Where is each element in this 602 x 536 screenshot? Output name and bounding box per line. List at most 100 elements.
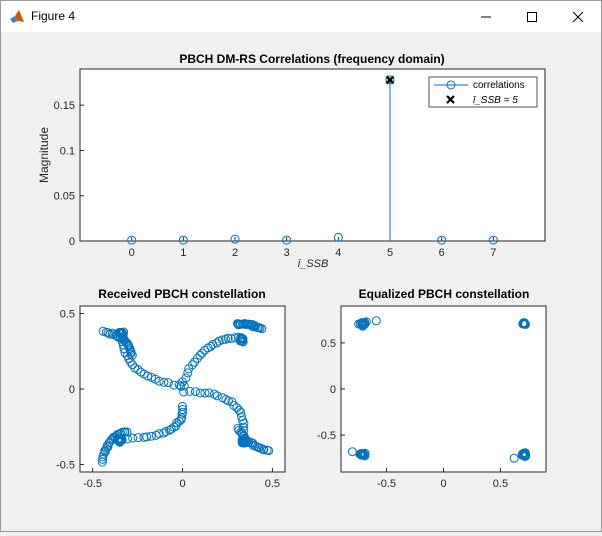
correlation-title: PBCH DM-RS Correlations (frequency domai… [179, 52, 444, 66]
constellation-point [237, 412, 247, 422]
correlation-xlabel: ī_SSB [298, 258, 329, 270]
correlation-legend: correlations ī_SSB = 5 [428, 76, 538, 108]
stem-marker [333, 232, 343, 242]
constellation-point [178, 407, 188, 417]
minimize-icon [481, 16, 491, 17]
matlab-icon [9, 9, 25, 25]
maximize-button[interactable] [509, 1, 555, 32]
stem-marker [488, 235, 498, 245]
xtick-label: 7 [490, 247, 496, 259]
correlation-stems [127, 75, 498, 245]
ytick-label: 0.5 [60, 309, 75, 321]
legend-marker-correlations [446, 80, 456, 90]
constellation-point [238, 416, 248, 426]
constellation-point [183, 368, 193, 378]
equalized-points [347, 316, 531, 463]
constellation-point [184, 364, 194, 374]
stem-marker-peak [385, 75, 395, 85]
title-bar[interactable]: Figure 4 [1, 1, 601, 32]
stem-marker [230, 234, 240, 244]
equalized-title: Equalized PBCH constellation [359, 287, 530, 301]
constellation-point [98, 454, 108, 464]
ytick-label: 0 [69, 236, 75, 248]
constellation-point [97, 457, 107, 467]
constellation-point [204, 388, 214, 398]
xtick-label: 5 [387, 247, 393, 259]
constellation-point [166, 424, 176, 434]
xtick-label: 1 [180, 247, 186, 259]
constellation-point [177, 401, 187, 411]
ytick-label: 0 [330, 384, 336, 396]
stem-marker [127, 235, 137, 245]
xtick-label: 0 [179, 478, 185, 490]
xtick-label: 0.5 [265, 478, 280, 490]
constellation-point [249, 320, 259, 330]
constellation-point [236, 333, 246, 343]
constellation-point [519, 318, 529, 328]
received-ticks: -0.5 0 0.5 -0.5 0 0.5 [56, 309, 280, 490]
peak-marker [385, 75, 395, 85]
constellation-point [185, 386, 195, 396]
constellation-point [154, 376, 164, 386]
constellation-point [169, 380, 179, 390]
legend-label-peak: ī_SSB = 5 [473, 95, 518, 106]
ytick-label: 0.15 [54, 100, 75, 112]
ytick-label: 0.05 [54, 191, 75, 203]
constellation-point [159, 428, 169, 438]
constellation-point [234, 405, 244, 415]
equalized-axes-box [340, 305, 547, 473]
constellation-point [143, 371, 153, 381]
constellation-point [113, 435, 123, 445]
correlation-yticks: 0 0.05 0.1 0.15 [54, 100, 84, 248]
xtick-label: 0 [440, 478, 446, 490]
ytick-label: 0.5 [321, 338, 336, 350]
constellation-point [358, 450, 368, 460]
constellation-point [142, 432, 152, 442]
received-title: Received PBCH constellation [98, 287, 265, 301]
constellation-point [190, 387, 200, 397]
xtick-label: 0.5 [493, 478, 508, 490]
constellation-point [520, 448, 530, 458]
ytick-label: 0 [69, 384, 75, 396]
constellation-point [221, 334, 231, 344]
ytick-label: -0.5 [56, 459, 75, 471]
close-icon [572, 11, 584, 22]
close-button[interactable] [555, 1, 601, 32]
constellation-point [133, 364, 143, 374]
constellation-point [98, 326, 108, 336]
peak-x-stroke [385, 75, 395, 85]
minimize-button[interactable] [463, 1, 509, 32]
constellation-point [360, 448, 370, 458]
legend-marker-peak [446, 95, 455, 104]
constellation-point [176, 381, 186, 391]
xtick-label: 2 [232, 247, 238, 259]
constellation-point [257, 324, 267, 334]
constellation-point [357, 319, 367, 329]
constellation-point [208, 339, 218, 349]
constellation-point [226, 334, 236, 344]
xtick-label: -0.5 [83, 478, 102, 490]
constellation-point [236, 336, 246, 346]
constellation-point [217, 393, 227, 403]
constellation-point [227, 397, 237, 407]
constellation-point [98, 452, 108, 462]
constellation-point [518, 450, 528, 460]
constellation-point [161, 427, 171, 437]
constellation-point [177, 377, 187, 387]
constellation-point [133, 433, 143, 443]
constellation-point [128, 433, 138, 443]
constellation-point [178, 404, 188, 414]
constellation-point [239, 426, 249, 436]
figure-svg: PBCH DM-RS Correlations (frequency domai… [37, 52, 547, 490]
constellation-point [179, 387, 189, 397]
window-title: Figure 4 [31, 9, 76, 23]
constellation-point [115, 329, 125, 339]
constellation-point [174, 380, 184, 390]
constellation-point [509, 453, 519, 463]
stem-marker [282, 235, 292, 245]
constellation-point [200, 388, 210, 398]
constellation-point [116, 328, 126, 338]
constellation-point [371, 316, 381, 326]
constellation-point [195, 350, 205, 360]
constellation-point [347, 447, 357, 457]
